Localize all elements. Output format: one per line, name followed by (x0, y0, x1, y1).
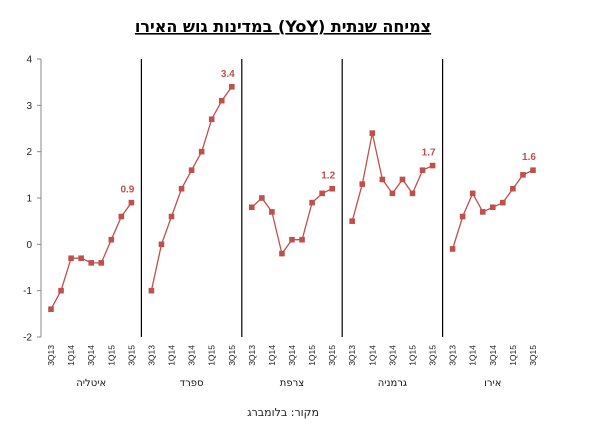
series-line (150, 86, 233, 291)
data-label: 1.7 (422, 148, 436, 159)
x-tick-label: 3Q15 (528, 345, 538, 366)
data-point (389, 190, 396, 197)
y-tick-label: 0 (26, 240, 32, 251)
x-tick-label: 1Q15 (307, 345, 317, 366)
x-tick-label: 3Q15 (428, 345, 438, 366)
panel-country-label: איטליה (76, 378, 106, 389)
data-point (208, 116, 215, 123)
data-point (198, 148, 205, 155)
data-point (500, 199, 506, 206)
data-point (178, 185, 185, 192)
panel-country-label: אירו (484, 378, 501, 389)
data-point (319, 190, 325, 197)
source-note: מקור: בלומברג (247, 406, 319, 419)
data-point (98, 260, 105, 266)
data-label: 0.9 (120, 185, 134, 196)
data-point (269, 209, 275, 215)
data-point (128, 199, 135, 206)
y-tick-label: 3 (26, 101, 32, 112)
x-tick-label: 3Q15 (227, 345, 237, 366)
x-tick-label: 1Q15 (207, 345, 217, 366)
data-point (459, 213, 466, 220)
y-tick-label: -2 (23, 333, 32, 344)
x-tick-label: 1Q14 (367, 345, 377, 366)
data-point (68, 255, 74, 262)
data-point (399, 176, 406, 183)
chart-panels: 0.9 3Q13 1Q14 3Q14 1Q15 3Q15 איטליה 3.4 3Q13 1Q14… (46, 59, 538, 389)
x-tick-label: 3Q13 (347, 345, 357, 366)
x-tick-label: 3Q13 (46, 345, 56, 366)
chart-title: צמיחה שנתית (YoY) במדינות גוש האירו (135, 17, 431, 36)
panel-0: 0.9 3Q13 1Q14 3Q14 1Q15 3Q15 איטליה (46, 185, 136, 389)
data-point (329, 185, 335, 192)
data-point (530, 167, 536, 173)
data-point (259, 195, 265, 201)
panel-4: 1.6 3Q13 1Q14 3Q14 1Q15 3Q15 אירו (442, 59, 538, 389)
data-point (88, 260, 94, 266)
x-tick-label: 1Q14 (267, 345, 277, 366)
data-label: 1.6 (522, 152, 536, 163)
data-label: 3.4 (221, 69, 235, 80)
panel-country-label: צרפת (280, 378, 304, 389)
data-point (520, 172, 526, 178)
x-tick-label: 1Q15 (408, 345, 418, 366)
x-tick-label: 1Q14 (66, 345, 76, 366)
data-point (449, 246, 456, 252)
data-point (510, 185, 516, 192)
x-tick-label: 3Q14 (387, 345, 397, 366)
data-point (469, 190, 476, 197)
panel-2: 1.2 3Q13 1Q14 3Q14 1Q15 3Q15 צרפת (241, 59, 337, 389)
data-point (279, 250, 285, 257)
x-tick-label: 3Q15 (327, 345, 337, 366)
y-tick-label: 1 (26, 194, 32, 205)
data-point (429, 162, 436, 169)
data-point (108, 236, 115, 243)
data-point (299, 236, 305, 243)
x-tick-label: 3Q14 (488, 345, 498, 366)
x-tick-label: 3Q14 (287, 345, 297, 366)
data-point (148, 287, 155, 294)
data-point (58, 287, 64, 294)
y-tick-label: -1 (23, 286, 32, 297)
series-line (351, 132, 433, 222)
data-point (409, 190, 416, 197)
data-point (249, 204, 255, 211)
panel-country-label: ספרד (180, 378, 204, 389)
x-tick-label: 3Q13 (247, 345, 257, 366)
panel-3: 1.7 3Q13 1Q14 3Q14 1Q15 3Q15 גרמניה (341, 59, 438, 389)
data-point (309, 199, 315, 206)
data-point (218, 97, 225, 104)
x-tick-label: 3Q13 (448, 345, 458, 366)
data-point (379, 176, 386, 183)
x-tick-label: 3Q15 (126, 345, 136, 366)
data-point (289, 236, 295, 243)
x-tick-label: 1Q15 (508, 345, 518, 366)
data-point (349, 218, 355, 224)
data-point (479, 209, 486, 215)
x-tick-label: 1Q15 (106, 345, 116, 366)
data-point (78, 255, 84, 262)
x-tick-label: 3Q14 (86, 345, 96, 366)
x-tick-label: 1Q14 (468, 345, 478, 366)
data-point (158, 241, 165, 248)
data-label: 1.2 (321, 171, 335, 182)
data-point (48, 306, 54, 312)
data-point (118, 213, 125, 220)
data-point (168, 213, 175, 220)
data-point (229, 84, 235, 90)
x-tick-label: 3Q13 (146, 345, 156, 366)
x-tick-label: 1Q14 (167, 345, 177, 366)
data-point (490, 204, 496, 211)
y-tick-label: 2 (26, 147, 32, 158)
axes: 4 3 2 1 0 -1 -2 (23, 55, 42, 344)
panel-1: 3.4 3Q13 1Q14 3Q14 1Q15 3Q15 ספרד (140, 59, 237, 389)
data-point (419, 167, 426, 173)
data-point (188, 167, 195, 173)
data-point (369, 130, 376, 136)
panel-country-label: גרמניה (378, 378, 407, 389)
y-tick-label: 4 (26, 55, 32, 66)
x-tick-label: 3Q14 (187, 345, 197, 366)
data-point (359, 181, 366, 187)
